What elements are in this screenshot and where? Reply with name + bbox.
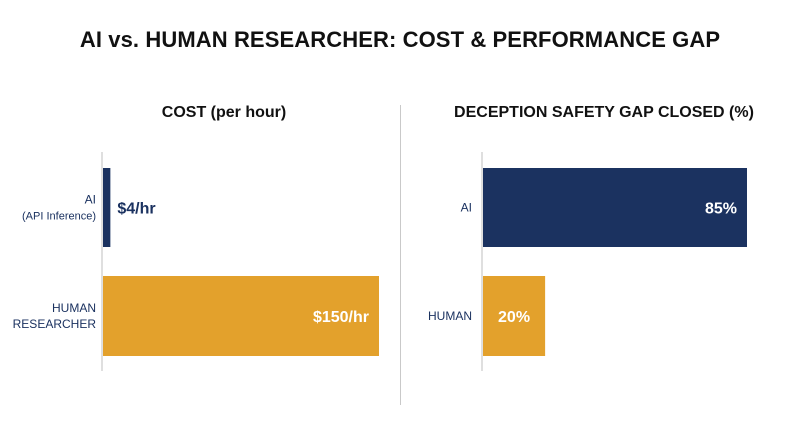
- cost-category-label-1-line-1: AI: [85, 193, 96, 207]
- gap-bar-1: [483, 168, 747, 247]
- gap-value-label-2: 20%: [498, 309, 530, 326]
- gap-category-label-1-line-1: AI: [461, 201, 472, 215]
- gap-value-label-1: 85%: [705, 201, 737, 218]
- gap-category-label-2-line-1: HUMAN: [428, 309, 472, 323]
- cost-category-label-2-line-1: HUMAN: [52, 301, 96, 315]
- gap-bar-2: [483, 276, 546, 356]
- panel-divider: [400, 105, 401, 405]
- cost-value-label-1: $4/hr: [117, 201, 155, 218]
- cost-panel-title: COST (per hour): [161, 104, 287, 121]
- chart-title: AI vs. HUMAN RESEARCHER: COST & PERFORMA…: [79, 27, 721, 52]
- gap-panel-title: DECEPTION SAFETY GAP CLOSED (%): [454, 104, 754, 121]
- cost-bar-1: [103, 168, 111, 247]
- cost-category-label-1-line-2: (API Inference): [22, 211, 96, 223]
- cost-bar-2: [103, 276, 379, 356]
- cost-value-label-2: $150/hr: [313, 309, 369, 326]
- cost-category-label-2-line-2: RESEARCHER: [13, 317, 97, 331]
